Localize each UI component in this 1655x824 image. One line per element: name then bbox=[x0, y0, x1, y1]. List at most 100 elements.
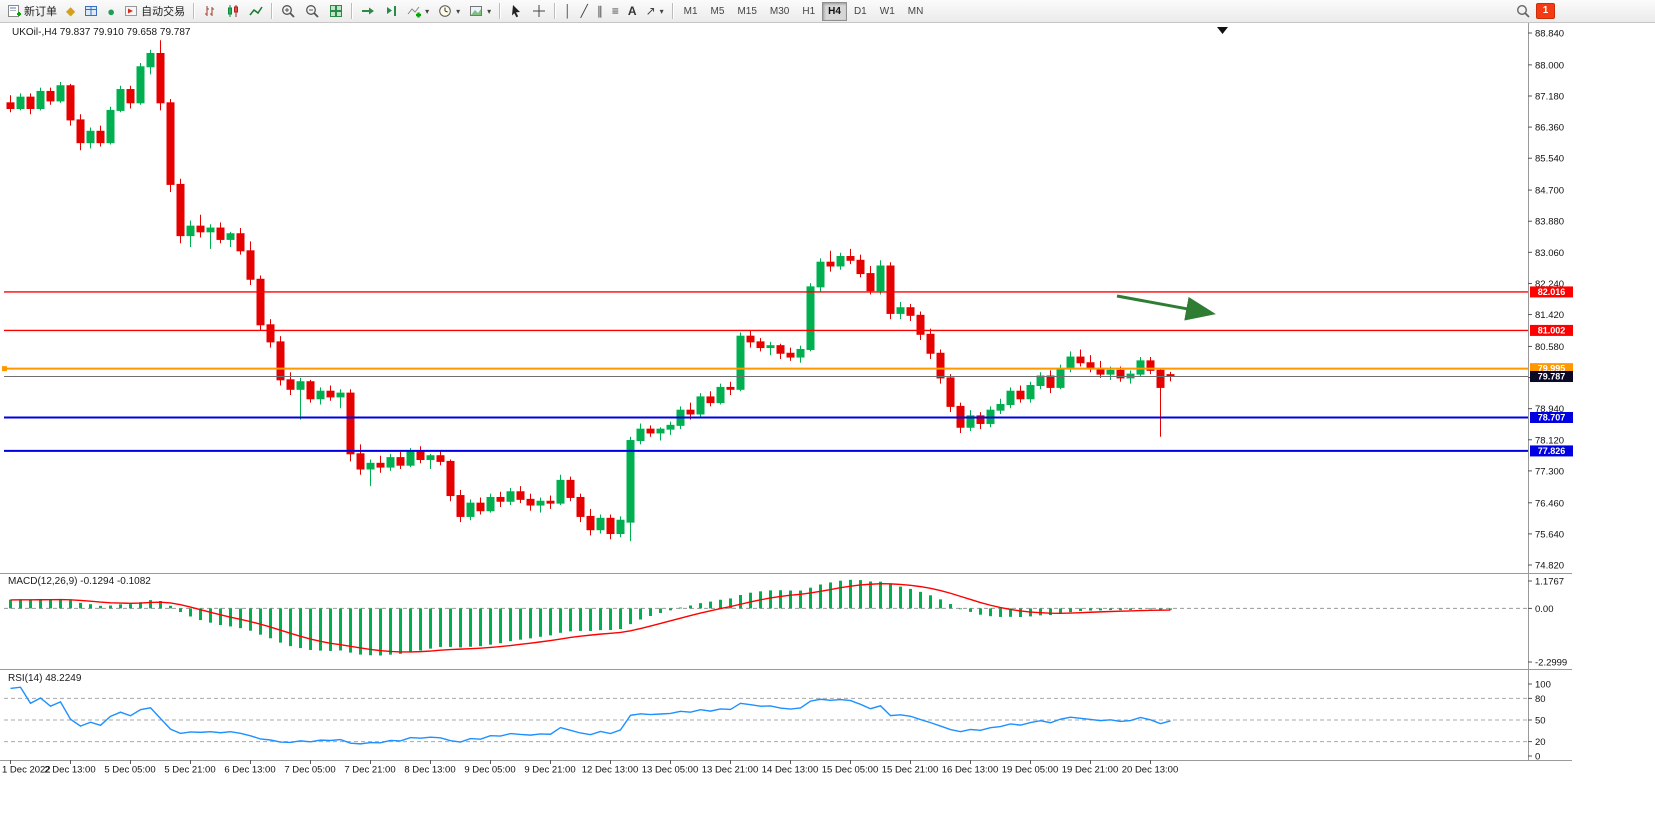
trend-arrow[interactable] bbox=[1116, 294, 1216, 321]
bar-chart-button[interactable] bbox=[199, 1, 221, 22]
candle-body bbox=[466, 502, 475, 517]
y-axis-label: 86.360 bbox=[1535, 123, 1564, 134]
new-order-button[interactable]: 新订单 bbox=[3, 1, 61, 22]
channel-button[interactable]: ∥ bbox=[593, 1, 607, 22]
zoom-out-button[interactable] bbox=[301, 1, 324, 22]
cursor-button[interactable] bbox=[505, 1, 527, 22]
templates-button[interactable]: ▾ bbox=[465, 1, 495, 22]
line-anchor[interactable] bbox=[2, 366, 7, 372]
arrows-tool-button[interactable]: ↗ ▾ bbox=[642, 1, 668, 22]
toolbar-separator bbox=[271, 3, 274, 19]
arrows-icon: ↗ bbox=[645, 4, 656, 18]
x-axis-label: 20 Dec 13:00 bbox=[1122, 765, 1179, 776]
chart-shift-icon bbox=[387, 6, 397, 16]
x-axis-label: 6 Dec 13:00 bbox=[224, 765, 275, 776]
candle-body bbox=[736, 335, 745, 390]
candle-body bbox=[586, 515, 595, 531]
rsi-axis-label: 50 bbox=[1535, 716, 1546, 727]
timeframe-m15[interactable]: M15 bbox=[737, 5, 757, 17]
y-axis-label: 78.120 bbox=[1535, 435, 1564, 446]
x-axis-label: 5 Dec 21:00 bbox=[164, 765, 215, 776]
candle-body bbox=[1016, 390, 1025, 400]
candle-body bbox=[726, 386, 735, 390]
candle-body bbox=[486, 496, 495, 512]
dropdown-caret-icon: ▾ bbox=[487, 6, 492, 16]
indicators-button[interactable]: ▾ bbox=[403, 1, 433, 22]
chart-shift-marker[interactable] bbox=[1217, 27, 1228, 34]
marketwatch-button[interactable]: ◆ bbox=[62, 1, 79, 22]
notifications-badge[interactable]: 1 bbox=[1536, 3, 1555, 19]
candle-body bbox=[36, 90, 45, 110]
x-axis-label: 14 Dec 13:00 bbox=[762, 765, 819, 776]
navigator-button[interactable]: ● bbox=[103, 1, 119, 22]
candle-body bbox=[576, 496, 585, 517]
timeframe-m5[interactable]: M5 bbox=[710, 5, 725, 17]
svg-text:82.016: 82.016 bbox=[1538, 287, 1566, 297]
macd-label: MACD(12,26,9) -0.1294 -0.1082 bbox=[8, 576, 151, 587]
y-axis-label: 74.820 bbox=[1535, 561, 1564, 572]
timeframe-m30[interactable]: M30 bbox=[769, 5, 790, 17]
candle-body bbox=[806, 286, 815, 350]
candle-body bbox=[1156, 369, 1165, 388]
text-tool-icon: A bbox=[627, 4, 637, 18]
bar-chart-icon bbox=[205, 6, 215, 16]
timeframe-mn[interactable]: MN bbox=[907, 5, 924, 17]
svg-text:77.826: 77.826 bbox=[1538, 446, 1566, 456]
candle-body bbox=[26, 96, 35, 110]
cursor-icon bbox=[512, 5, 521, 18]
candle-body bbox=[536, 500, 545, 506]
candle-body bbox=[636, 428, 645, 442]
crosshair-button[interactable] bbox=[528, 1, 550, 22]
timeframe-h1[interactable]: H1 bbox=[802, 5, 816, 17]
candle-body bbox=[6, 102, 15, 110]
candle-body bbox=[56, 85, 65, 102]
rsi-line bbox=[10, 686, 1171, 745]
x-axis-label: 15 Dec 21:00 bbox=[882, 765, 939, 776]
x-axis-label: 12 Dec 13:00 bbox=[582, 765, 639, 776]
candle-body bbox=[286, 379, 295, 390]
vertical-line-button[interactable]: │ bbox=[560, 1, 576, 22]
search-button[interactable] bbox=[1512, 1, 1535, 22]
text-tool-button[interactable]: A bbox=[624, 1, 641, 22]
tile-windows-button[interactable] bbox=[325, 1, 347, 22]
auto-scroll-button[interactable] bbox=[357, 1, 379, 22]
toolbar-separator bbox=[351, 3, 354, 19]
line-chart-button[interactable] bbox=[245, 1, 267, 22]
candlestick-chart-button[interactable] bbox=[222, 1, 244, 22]
timeframe-d1[interactable]: D1 bbox=[853, 5, 867, 17]
candle-body bbox=[796, 348, 805, 358]
candle-body bbox=[1036, 375, 1045, 387]
auto-scroll-icon bbox=[362, 7, 375, 15]
timeframe-h4[interactable]: H4 bbox=[822, 1, 847, 21]
candle-body bbox=[906, 307, 915, 316]
candle-body bbox=[656, 428, 665, 434]
trendline-button[interactable]: ╱ bbox=[577, 1, 592, 22]
candle-body bbox=[186, 225, 195, 237]
candle-body bbox=[886, 265, 895, 314]
fibonacci-icon: ≡ bbox=[611, 4, 619, 18]
candle-body bbox=[1146, 360, 1155, 371]
timeframe-m1[interactable]: M1 bbox=[683, 5, 698, 17]
trendline-icon: ╱ bbox=[580, 4, 588, 18]
candle-body bbox=[866, 273, 875, 292]
candle-body bbox=[496, 496, 505, 502]
toolbar-separator bbox=[671, 3, 674, 19]
y-axis-label: 83.880 bbox=[1535, 217, 1564, 228]
candle-body bbox=[216, 227, 225, 240]
tile-windows-icon bbox=[330, 5, 343, 17]
candle-body bbox=[966, 415, 975, 428]
candle-body bbox=[756, 341, 765, 349]
rsi-axis-label: 100 bbox=[1535, 680, 1551, 691]
periods-button[interactable]: ▾ bbox=[434, 1, 464, 22]
x-axis-label: 5 Dec 05:00 bbox=[104, 765, 155, 776]
zoom-in-button[interactable] bbox=[277, 1, 300, 22]
candle-body bbox=[516, 491, 525, 500]
autotrading-button[interactable]: 自动交易 bbox=[120, 1, 189, 22]
timeframe-w1[interactable]: W1 bbox=[879, 5, 895, 17]
candle-body bbox=[1086, 362, 1095, 369]
data-window-button[interactable] bbox=[80, 1, 102, 22]
chart-shift-button[interactable] bbox=[380, 1, 402, 22]
svg-text:81.002: 81.002 bbox=[1538, 325, 1566, 335]
fibonacci-button[interactable]: ≡ bbox=[608, 1, 623, 22]
